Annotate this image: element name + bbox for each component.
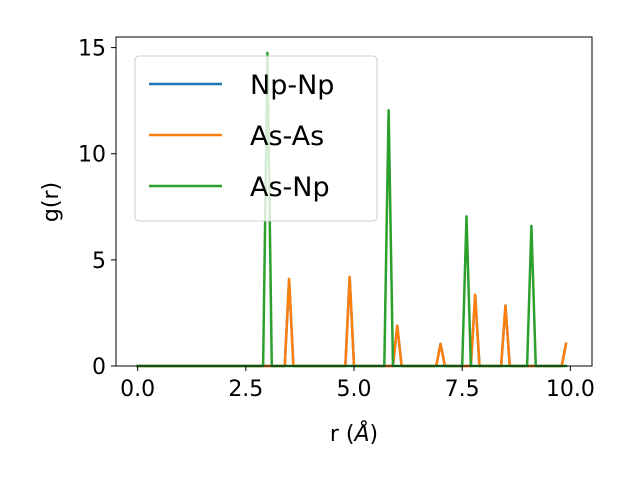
legend-label-as-np: As-Np — [250, 172, 330, 203]
x-tick-label: 10.0 — [546, 377, 595, 402]
y-axis-label: g(r) — [39, 182, 64, 222]
y-tick-label: 10 — [78, 143, 106, 168]
x-axis-label-unit: Å — [352, 420, 369, 447]
legend: Np-Np As-As As-Np — [134, 55, 378, 222]
y-tick-label: 15 — [78, 37, 106, 62]
legend-box — [134, 55, 378, 222]
x-tick-label: 7.5 — [445, 377, 480, 402]
legend-label-as-as: As-As — [250, 121, 324, 152]
x-axis-label: r (Å) — [330, 420, 378, 447]
x-tick-label: 0.0 — [120, 377, 155, 402]
y-axis-ticks: 0 5 10 15 — [78, 37, 116, 380]
y-tick-label: 5 — [92, 249, 106, 274]
x-axis-label-suffix: ) — [370, 422, 379, 447]
x-axis-ticks: 0.0 2.5 5.0 7.5 10.0 — [120, 366, 595, 402]
x-tick-label: 5.0 — [337, 377, 372, 402]
y-tick-label: 0 — [92, 355, 106, 380]
legend-label-np-np: Np-Np — [250, 70, 334, 101]
x-axis-label-prefix: r ( — [330, 422, 355, 447]
legend-items: Np-Np As-As As-Np — [149, 70, 334, 203]
x-tick-label: 2.5 — [228, 377, 263, 402]
